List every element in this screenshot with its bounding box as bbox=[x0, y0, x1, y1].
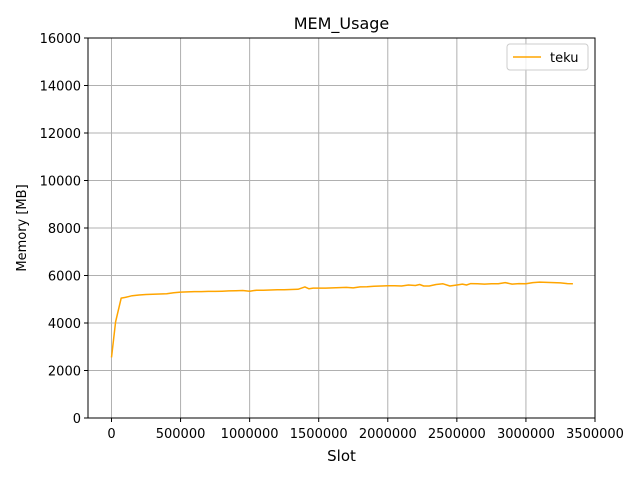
y-axis-label: Memory [MB] bbox=[15, 184, 30, 271]
y-tick-label: 0 bbox=[73, 412, 81, 427]
plot-lines bbox=[110, 281, 573, 358]
y-tick-label: 2000 bbox=[48, 365, 81, 380]
x-axis-label: Slot bbox=[327, 447, 356, 465]
y-tick-label: 4000 bbox=[48, 317, 81, 332]
y-tick-label: 16000 bbox=[40, 32, 81, 47]
x-tick-label: 500000 bbox=[156, 427, 206, 442]
series-line-teku bbox=[110, 281, 573, 358]
y-tick-label: 6000 bbox=[48, 270, 81, 285]
x-tick-label: 0 bbox=[107, 427, 115, 442]
x-tick-label: 3500000 bbox=[566, 427, 624, 442]
legend: teku bbox=[506, 43, 589, 71]
axis-ticks: 0 500000 1000000 1500000 2000000 2500000 30000… bbox=[40, 32, 624, 442]
x-tick-label: 3000000 bbox=[497, 427, 555, 442]
chart-title: MEM_Usage bbox=[294, 14, 390, 34]
x-tick-label: 2500000 bbox=[428, 427, 486, 442]
y-tick-label: 10000 bbox=[40, 175, 81, 190]
legend-label: teku bbox=[550, 51, 578, 66]
x-tick-label: 2000000 bbox=[359, 427, 417, 442]
x-tick-label: 1000000 bbox=[221, 427, 279, 442]
y-tick-label: 14000 bbox=[40, 80, 81, 95]
y-tick-label: 12000 bbox=[40, 127, 81, 142]
legend-box bbox=[506, 43, 589, 71]
y-tick-label: 8000 bbox=[48, 222, 81, 237]
x-tick-label: 1500000 bbox=[290, 427, 348, 442]
